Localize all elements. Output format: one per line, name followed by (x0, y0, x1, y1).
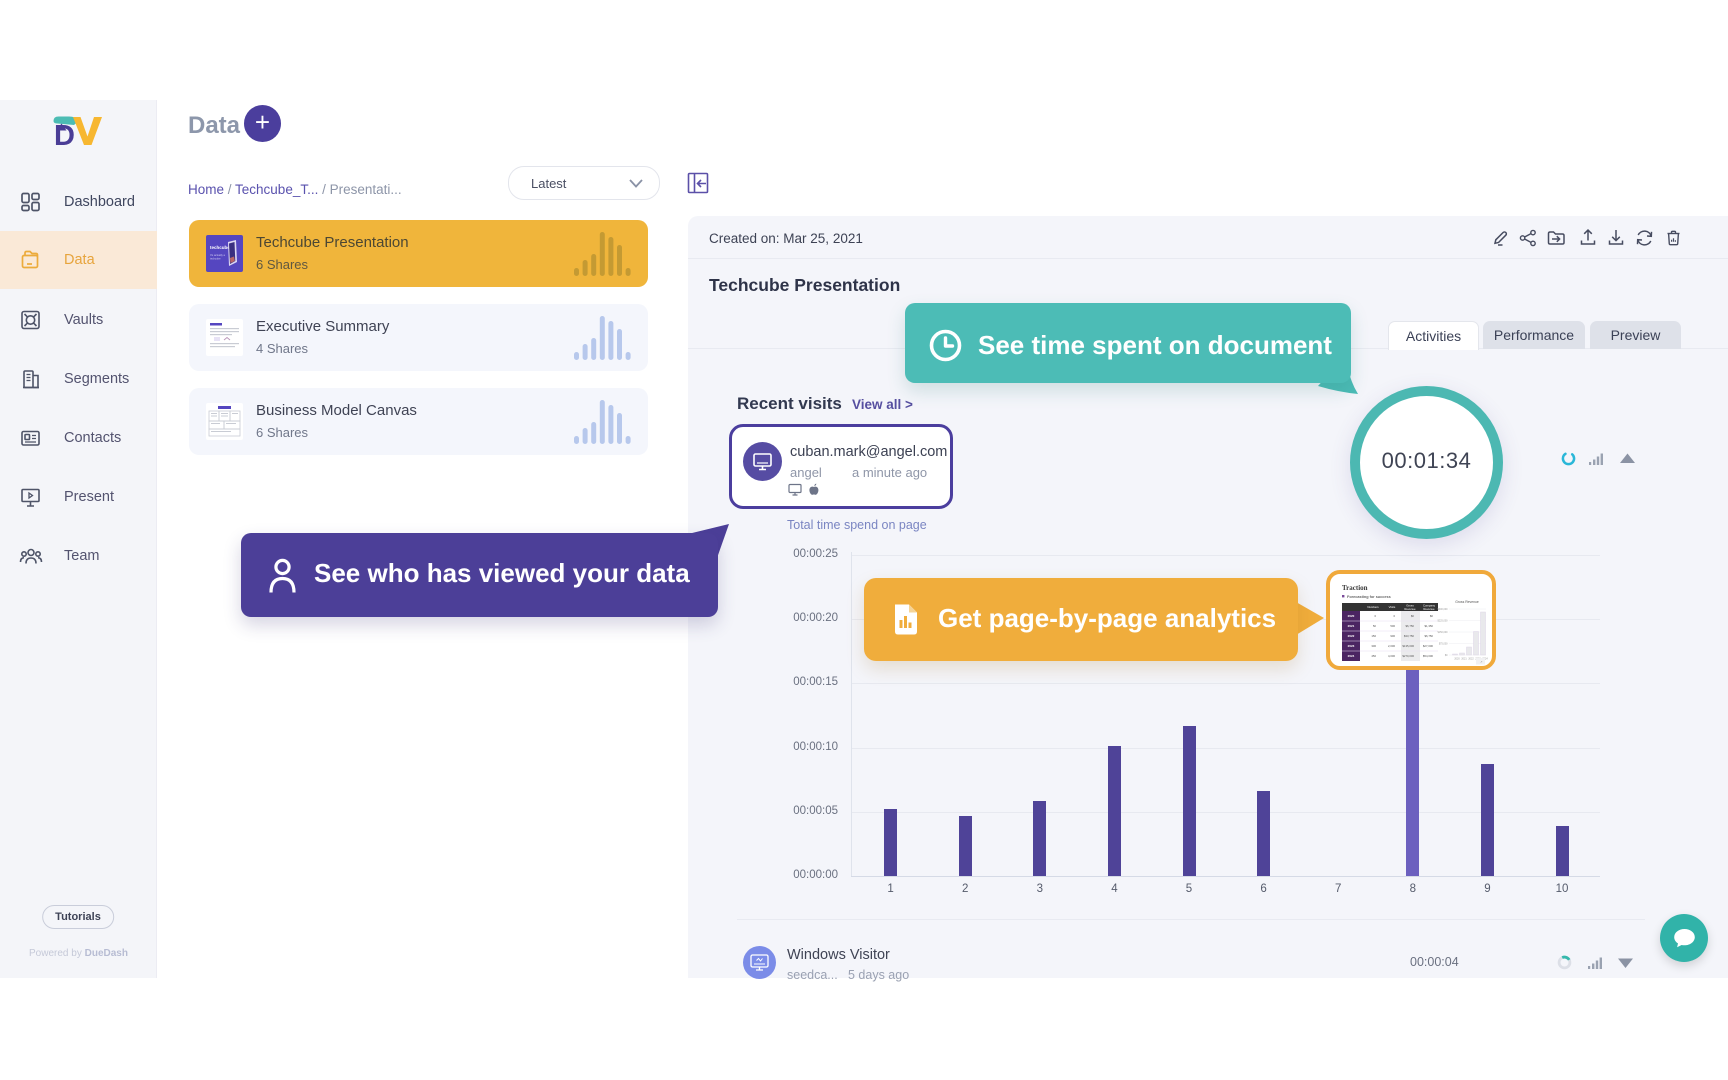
svg-text:2023: 2023 (1348, 644, 1355, 648)
svg-text:2021: 2021 (1348, 624, 1355, 628)
svg-text:500: 500 (1390, 624, 1395, 628)
svg-text:2,000: 2,000 (1388, 644, 1395, 648)
svg-text:4,000: 4,000 (1388, 654, 1395, 658)
svg-text:Numbers: Numbers (1367, 605, 1379, 609)
svg-text:techcube: techcube (210, 257, 221, 261)
svg-text:↗: ↗ (1480, 660, 1483, 664)
svg-text:Gross Revenue: Gross Revenue (1455, 600, 1479, 604)
svg-text:$54,000: $54,000 (1423, 654, 1434, 658)
svg-text:$150,000: $150,000 (1438, 631, 1449, 634)
svg-text:It's actually a: It's actually a (210, 253, 225, 257)
svg-text:$75,000: $75,000 (1439, 643, 1448, 646)
svg-text:50: 50 (1373, 624, 1377, 628)
svg-text:$135,000: $135,000 (1402, 644, 1414, 648)
svg-text:$0: $0 (1430, 614, 1434, 618)
svg-text:0: 0 (1393, 614, 1395, 618)
svg-text:$0: $0 (1445, 654, 1448, 657)
svg-text:$270,000: $270,000 (1402, 654, 1414, 658)
svg-text:2020: 2020 (1454, 657, 1460, 660)
svg-text:$225,000: $225,000 (1438, 620, 1449, 623)
svg-text:$27,000: $27,000 (1423, 644, 1434, 648)
svg-text:Revenue: Revenue (1423, 607, 1435, 611)
svg-text:Revenue: Revenue (1404, 607, 1416, 611)
svg-text:150: 150 (1371, 634, 1376, 638)
svg-text:0: 0 (1374, 614, 1376, 618)
svg-text:2024: 2024 (1482, 657, 1488, 660)
svg-text:Forecasting for success: Forecasting for success (1347, 595, 1391, 599)
svg-text:techcube: techcube (210, 245, 230, 250)
svg-text:$0: $0 (1411, 614, 1415, 618)
svg-text:D: D (54, 120, 75, 148)
svg-text:Company: Company (1423, 604, 1436, 608)
svg-text:900: 900 (1390, 634, 1395, 638)
svg-text:Visits: Visits (1389, 605, 1396, 609)
svg-text:2024: 2024 (1348, 654, 1355, 658)
svg-text:$300,000: $300,000 (1438, 608, 1449, 611)
svg-text:$1,350: $1,350 (1424, 624, 1433, 628)
svg-text:2020: 2020 (1348, 614, 1355, 618)
svg-text:300: 300 (1371, 644, 1376, 648)
svg-text:2022: 2022 (1348, 634, 1355, 638)
svg-text:Traction: Traction (1342, 584, 1368, 592)
svg-text:$6,750: $6,750 (1405, 624, 1414, 628)
svg-text:$6,750: $6,750 (1424, 634, 1433, 638)
svg-text:$33,750: $33,750 (1404, 634, 1415, 638)
svg-text:2021: 2021 (1461, 657, 1467, 660)
svg-text:Gross: Gross (1406, 604, 1414, 608)
svg-text:2022: 2022 (1468, 657, 1474, 660)
svg-text:450: 450 (1371, 654, 1376, 658)
